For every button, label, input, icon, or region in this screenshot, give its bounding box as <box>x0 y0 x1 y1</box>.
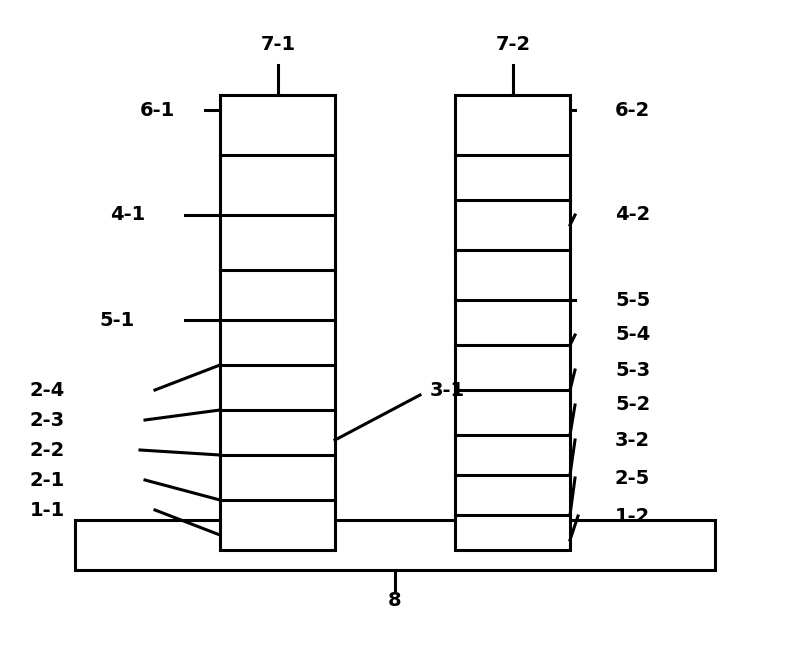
Text: 4-2: 4-2 <box>615 206 650 225</box>
Bar <box>220 95 335 550</box>
Text: 6-2: 6-2 <box>615 101 650 119</box>
Text: 2-4: 2-4 <box>30 380 65 400</box>
Text: 5-4: 5-4 <box>615 326 650 345</box>
Text: 2-5: 2-5 <box>615 469 650 487</box>
Text: 7-2: 7-2 <box>495 36 531 55</box>
Text: 2-3: 2-3 <box>30 411 65 430</box>
Bar <box>455 95 570 550</box>
Text: 1-1: 1-1 <box>30 500 65 519</box>
Text: 5-1: 5-1 <box>100 310 135 330</box>
Text: 8: 8 <box>388 591 402 609</box>
Text: 3-2: 3-2 <box>615 430 650 450</box>
Text: 4-1: 4-1 <box>110 206 145 225</box>
Text: 3-1: 3-1 <box>430 380 465 400</box>
Text: 2-1: 2-1 <box>30 471 65 489</box>
Text: 7-1: 7-1 <box>261 36 295 55</box>
Text: 5-3: 5-3 <box>615 360 650 380</box>
Bar <box>75 520 715 570</box>
Text: 6-1: 6-1 <box>140 101 175 119</box>
Text: 5-5: 5-5 <box>615 291 650 310</box>
Text: 1-2: 1-2 <box>615 506 650 526</box>
Text: 5-2: 5-2 <box>615 395 650 415</box>
Text: 2-2: 2-2 <box>30 441 65 459</box>
